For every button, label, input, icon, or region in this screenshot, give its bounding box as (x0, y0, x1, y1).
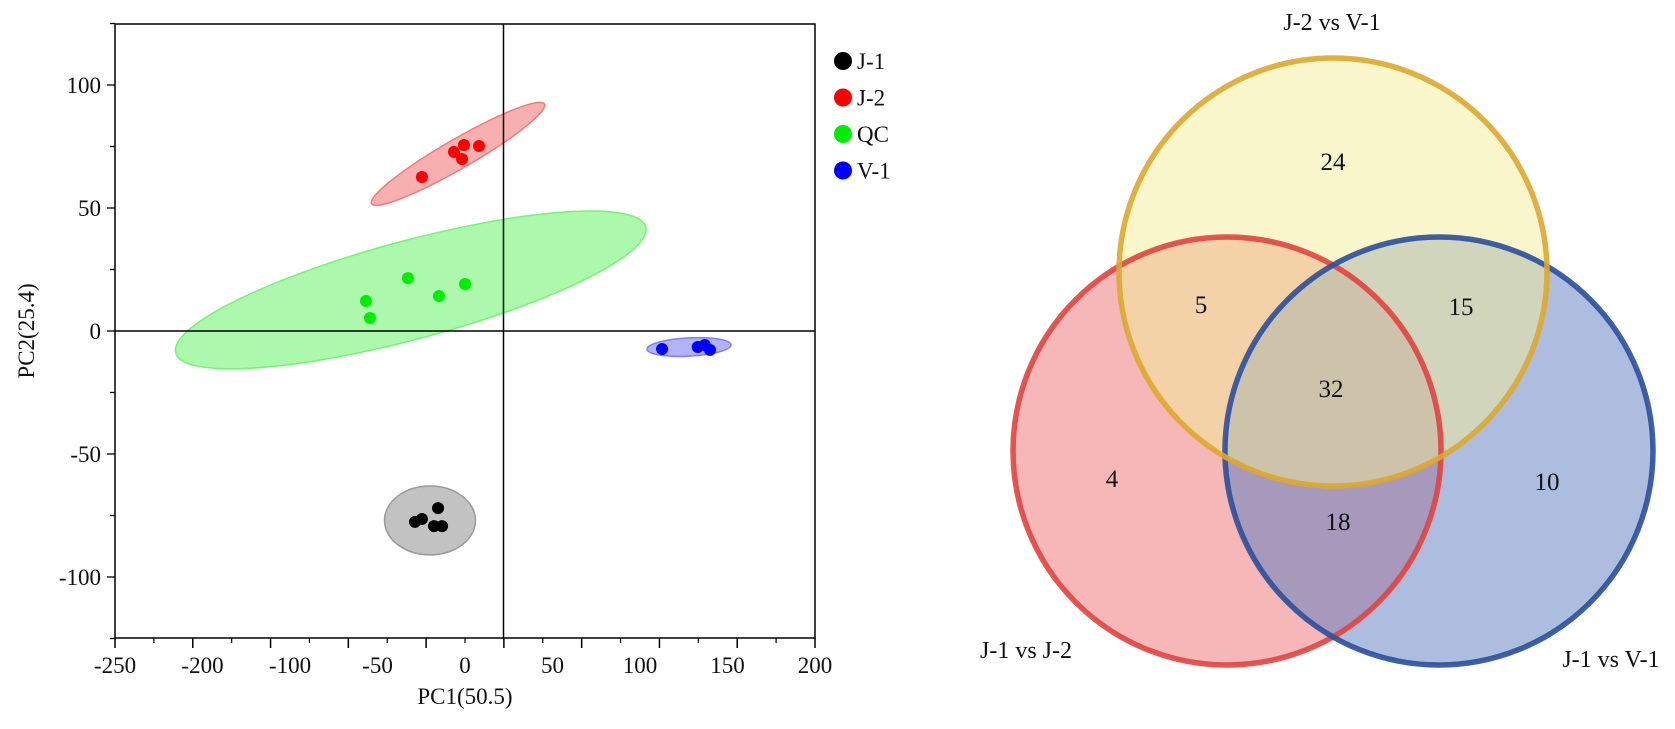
pca-plot: -250 -200 -100 -50 0 50 100 150 200 100 50 0 -50 -100… (14, 22, 891, 709)
legend-label: QC (857, 122, 889, 147)
data-point-qc (359, 294, 372, 307)
data-point-j-2 (456, 153, 469, 166)
legend-marker-qc (834, 125, 852, 143)
y-tick-label: -50 (70, 442, 101, 467)
y-tick-label: 100 (67, 73, 102, 98)
confidence-ellipse-j-1 (383, 485, 477, 556)
x-tick-label: -100 (269, 653, 311, 678)
venn-region-count: 4 (1106, 466, 1119, 493)
legend: J-1 J-2 QC V-1 (834, 49, 891, 184)
x-tick-label: 100 (623, 653, 658, 678)
data-point-j-2 (415, 171, 428, 184)
x-tick-label: 200 (798, 653, 833, 678)
x-tick-label: 50 (541, 653, 564, 678)
venn-region-count: 32 (1319, 376, 1344, 403)
legend-label: J-1 (857, 49, 885, 74)
data-point-v-1 (704, 343, 716, 356)
data-point-j-1 (436, 520, 449, 533)
legend-label: V-1 (857, 159, 891, 184)
data-point-j-1 (415, 512, 428, 525)
venn-set-fill (1119, 58, 1547, 486)
y-tick-label: 50 (78, 196, 101, 221)
x-tick-label: -250 (94, 653, 136, 678)
data-point-j-1 (432, 502, 445, 515)
venn-diagram: J-2 vs V-1 J-1 vs J-2 J-1 vs V-1 24 4 10 5 15 18… (980, 10, 1660, 673)
x-tick-label: -50 (362, 653, 393, 678)
x-tick-label: -200 (181, 653, 223, 678)
x-axis-title: PC1(50.5) (417, 684, 512, 709)
venn-region-count: 10 (1535, 469, 1560, 496)
y-axis-title: PC2(25.4) (14, 283, 39, 378)
data-point-j-2 (473, 140, 485, 153)
data-point-qc (459, 278, 471, 291)
data-point-qc (401, 272, 414, 285)
data-point-qc (363, 311, 376, 324)
x-tick-label: 150 (710, 653, 745, 678)
venn-region-count: 5 (1195, 292, 1208, 319)
y-tick-label: 0 (90, 319, 102, 344)
data-point-j-2 (457, 139, 470, 152)
venn-set-label: J-1 vs V-1 (1562, 647, 1659, 673)
legend-marker-v-1 (834, 161, 852, 180)
venn-set-outline (1116, 55, 1550, 489)
legend-marker-j-1 (834, 52, 852, 70)
data-point-j-2 (447, 145, 460, 158)
venn-set-outline (1010, 234, 1444, 668)
venn-set-label: J-2 vs V-1 (1283, 10, 1380, 36)
y-tick-label: -100 (59, 565, 101, 590)
venn-region-count: 18 (1326, 509, 1351, 536)
data-point-v-1 (656, 342, 669, 355)
venn-set-outline (1222, 234, 1656, 668)
legend-marker-j-2 (834, 88, 852, 107)
x-tick-label: 0 (459, 653, 471, 678)
confidence-ellipse-qc (174, 210, 647, 370)
data-point-qc (432, 290, 445, 303)
venn-region-count: 15 (1449, 294, 1474, 321)
legend-label: J-2 (857, 86, 885, 111)
venn-set-label: J-1 vs J-2 (980, 638, 1072, 664)
venn-region-count: 24 (1321, 149, 1347, 176)
